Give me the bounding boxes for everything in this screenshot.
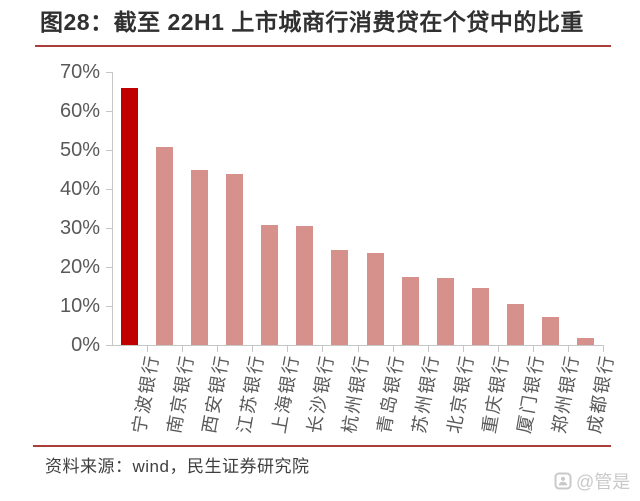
x-axis-label: 青岛银行 (374, 352, 408, 435)
y-axis-label: 50% (59, 139, 100, 161)
y-axis-label: 60% (59, 100, 100, 122)
x-axis-label: 重庆银行 (479, 352, 513, 435)
x-axis-label: 苏州银行 (409, 352, 443, 435)
x-axis-label: 长沙银行 (303, 352, 338, 435)
y-axis-label: 20% (59, 256, 100, 278)
x-axis-label: 杭州银行 (339, 352, 373, 435)
x-axis-tick (427, 346, 429, 352)
x-axis-tick (147, 346, 149, 352)
x-axis-label: 郑州银行 (549, 352, 584, 435)
y-axis-tick (106, 344, 112, 346)
title-divider (35, 45, 611, 47)
x-axis-tick (462, 346, 464, 352)
x-axis-tick (392, 346, 394, 352)
figure-title: 图28：截至 22H1 上市城商行消费贷在个贷中的比重 (40, 9, 584, 35)
x-axis-tick (217, 346, 219, 352)
chart-bar (296, 226, 314, 345)
chart-bar (261, 224, 279, 345)
watermark-text: @管是 (576, 472, 631, 492)
chart-bar (156, 147, 174, 345)
y-axis-label: 30% (59, 217, 100, 239)
x-axis-label: 成都银行 (584, 352, 619, 435)
x-axis-tick (182, 346, 184, 352)
x-axis-tick (357, 346, 359, 352)
y-axis-label: 40% (59, 178, 100, 200)
watermark: @管是 (554, 468, 630, 494)
y-axis-tick (106, 149, 112, 151)
x-axis-tick (322, 346, 324, 352)
x-axis-label: 西安银行 (198, 352, 233, 435)
x-axis-tick (603, 346, 604, 352)
y-axis-tick (106, 188, 112, 190)
chart-bar (541, 316, 559, 345)
y-axis-tick (106, 71, 112, 73)
x-axis-label: 宁波银行 (128, 352, 163, 435)
chart-bar (436, 278, 454, 345)
chart-bar (366, 252, 384, 345)
y-axis-tick (106, 110, 112, 112)
x-axis-tick (567, 346, 569, 352)
x-axis-tick (497, 346, 499, 352)
x-axis-label: 江苏银行 (233, 352, 268, 435)
watermark-logo-icon (554, 472, 572, 490)
footer-divider (33, 445, 611, 447)
y-axis-label: 70% (59, 61, 100, 83)
y-axis-tick (106, 266, 112, 268)
chart-bar (121, 87, 139, 345)
x-axis-tick (532, 346, 534, 352)
x-axis-label: 上海银行 (268, 352, 303, 435)
chart-bar (191, 169, 209, 345)
x-axis-label: 南京银行 (163, 352, 198, 435)
chart-bar (401, 276, 419, 345)
x-axis-tick (252, 346, 254, 352)
chart-bar (576, 337, 594, 345)
chart-bar (506, 304, 524, 345)
x-axis-label: 厦门银行 (514, 352, 548, 435)
y-axis-label: 10% (59, 295, 100, 317)
chart-bar (331, 249, 349, 345)
source-note: 资料来源：wind，民生证券研究院 (45, 457, 310, 476)
chart-bar (226, 173, 244, 345)
y-axis-label: 0% (71, 334, 100, 356)
chart-bar (471, 288, 489, 345)
y-axis-tick (106, 227, 112, 229)
plot-area (112, 72, 604, 346)
x-axis-label: 北京银行 (444, 352, 478, 435)
y-axis-tick (106, 305, 112, 307)
x-axis-tick (287, 346, 289, 352)
